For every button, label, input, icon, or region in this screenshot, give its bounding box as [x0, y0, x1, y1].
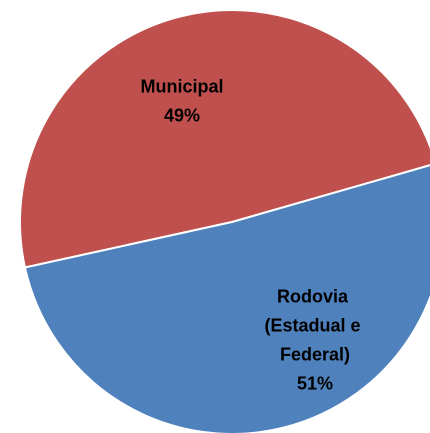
label-line: Federal) [280, 344, 350, 364]
slice-category-label: Municipal [140, 76, 223, 96]
pie-slice [19, 9, 430, 269]
label-line: Municipal [140, 76, 223, 96]
pie-slice [23, 164, 430, 433]
label-line: Rodovia [277, 286, 353, 306]
slice-value-label: 49% [164, 105, 200, 125]
label-line: (Estadual e [264, 315, 365, 335]
slice-category-label: Rodovia (Estadual e Federal) [264, 286, 365, 364]
slice-value-label: 51% [297, 373, 333, 393]
